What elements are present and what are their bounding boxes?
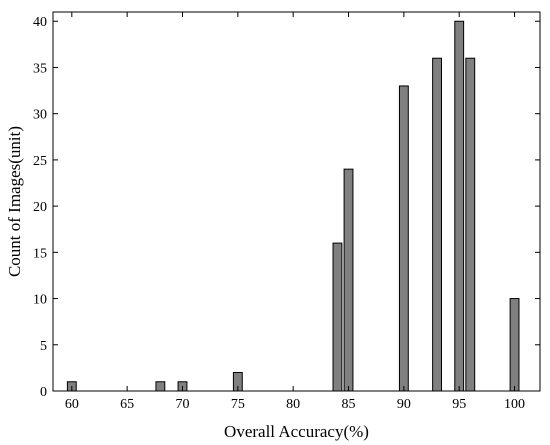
y-tick-label: 40 bbox=[33, 15, 47, 30]
y-tick-label: 5 bbox=[40, 339, 47, 354]
y-tick-label: 10 bbox=[33, 293, 47, 308]
x-tick-label: 90 bbox=[397, 397, 411, 412]
plot-area-frame bbox=[52, 11, 541, 392]
y-tick-label: 15 bbox=[33, 246, 47, 261]
x-axis-ticks: 60 65 70 75 80 85 90 95 100 bbox=[65, 12, 525, 412]
bar-96 bbox=[465, 57, 476, 392]
x-tick-label: 75 bbox=[231, 397, 245, 412]
x-tick-label: 85 bbox=[342, 397, 356, 412]
x-tick-label: 100 bbox=[504, 397, 525, 412]
x-tick-label: 60 bbox=[65, 397, 79, 412]
bar-68 bbox=[155, 381, 166, 392]
bar-100 bbox=[509, 298, 520, 392]
y-axis-ticks: 0 5 10 15 20 25 30 35 40 bbox=[33, 15, 540, 400]
y-tick-label: 30 bbox=[33, 108, 47, 123]
bars-group bbox=[66, 20, 520, 392]
bar-84 bbox=[332, 242, 343, 392]
x-axis-label: Overall Accuracy(%) bbox=[224, 422, 369, 441]
x-tick-label: 95 bbox=[452, 397, 466, 412]
x-tick-label: 65 bbox=[120, 397, 134, 412]
x-tick-label: 80 bbox=[286, 397, 300, 412]
x-tick-label: 70 bbox=[175, 397, 189, 412]
bar-90 bbox=[398, 85, 409, 392]
y-tick-label: 25 bbox=[33, 154, 47, 169]
y-tick-label: 20 bbox=[33, 200, 47, 215]
bar-93 bbox=[432, 57, 442, 392]
y-tick-label: 35 bbox=[33, 61, 47, 76]
y-tick-label: 0 bbox=[40, 385, 47, 400]
bar-85 bbox=[343, 168, 354, 392]
bar-95 bbox=[454, 20, 465, 392]
y-axis-label: Count of Images(unit) bbox=[5, 126, 24, 277]
